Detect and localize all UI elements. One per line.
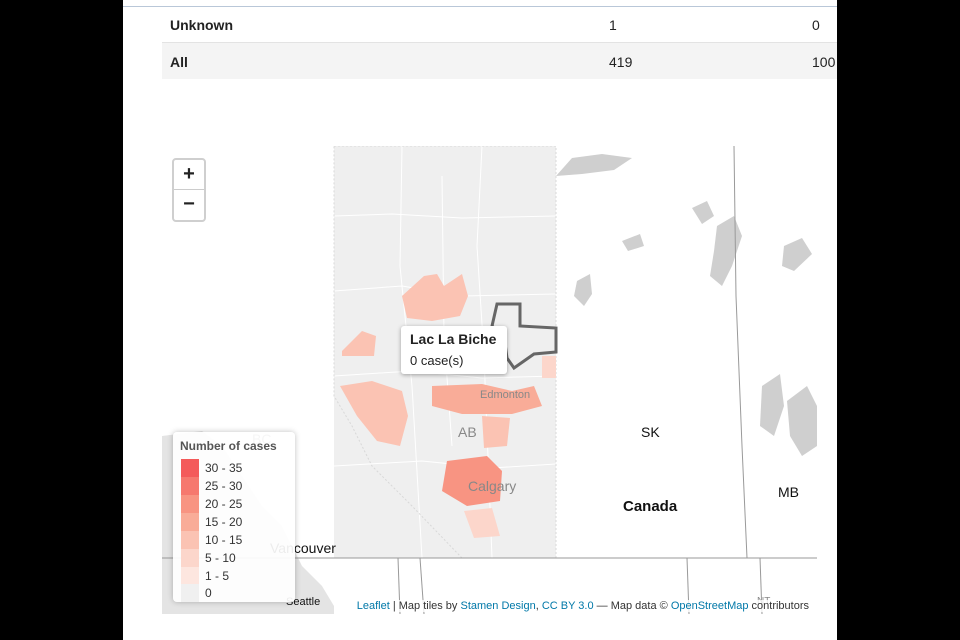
stamen-link[interactable]: Stamen Design	[460, 600, 536, 612]
attribution-text: ,	[535, 600, 542, 612]
region-calgary[interactable]	[442, 456, 502, 506]
zoom-out-button[interactable]: −	[183, 193, 195, 215]
case-regions[interactable]	[340, 274, 556, 538]
label-sk: SK	[641, 424, 660, 440]
legend-title: Number of cases	[180, 439, 277, 453]
legend-swatch	[181, 495, 199, 513]
tooltip-body: 0 case(s)	[410, 353, 464, 368]
region-northwest[interactable]	[342, 331, 376, 356]
region-west-central[interactable]	[340, 381, 408, 446]
alberta-border	[333, 146, 557, 559]
attribution-text: — Map data ©	[593, 600, 671, 612]
table-row: Unknown 1 0	[162, 6, 837, 43]
zoom-control: + −	[172, 158, 206, 222]
label-calgary: Calgary	[468, 478, 517, 494]
legend-item: 20 - 25	[181, 495, 291, 513]
row-label: All	[170, 54, 188, 70]
top-divider	[123, 6, 837, 7]
map-attribution: Leaflet | Map tiles by Stamen Design, CC…	[354, 600, 811, 612]
legend-item: 1 - 5	[181, 567, 291, 585]
row-percent: 0	[812, 17, 820, 33]
legend-item: 25 - 30	[181, 477, 291, 495]
region-east[interactable]	[542, 356, 556, 378]
legend-swatch	[181, 584, 199, 602]
legend: Number of cases 30 - 35 25 - 30 20 - 25 …	[173, 432, 295, 602]
legend-swatch	[181, 567, 199, 585]
legend-label: 30 - 35	[205, 461, 243, 475]
row-label: Unknown	[170, 17, 233, 33]
zoom-in-button[interactable]: +	[174, 160, 204, 190]
table-row: All 419 100	[162, 43, 837, 79]
legend-item: 5 - 10	[181, 549, 291, 567]
legend-item: 15 - 20	[181, 513, 291, 531]
cases-table: Unknown 1 0 All 419 100	[162, 6, 837, 79]
region-south[interactable]	[464, 508, 500, 538]
region-tooltip: Lac La Biche 0 case(s)	[401, 326, 507, 374]
legend-swatch	[181, 549, 199, 567]
label-mb: MB	[778, 484, 799, 500]
osm-link[interactable]: OpenStreetMap	[670, 600, 749, 612]
label-edmonton: Edmonton	[480, 389, 531, 401]
label-ab: AB	[458, 424, 477, 440]
row-cases: 419	[609, 54, 633, 70]
legend-label: 15 - 20	[205, 515, 243, 529]
legend-swatch	[181, 459, 199, 477]
legend-label: 10 - 15	[205, 533, 243, 547]
legend-label: 25 - 30	[205, 479, 243, 493]
tooltip-title: Lac La Biche	[410, 331, 497, 347]
legend-label: 0	[205, 586, 212, 600]
page: Unknown 1 0 All 419 100	[123, 0, 837, 640]
region-edmonton[interactable]	[432, 384, 542, 414]
row-cases: 1	[609, 17, 617, 33]
legend-swatch	[181, 477, 199, 495]
region-north[interactable]	[402, 274, 468, 321]
ccby-link[interactable]: CC BY 3.0	[541, 600, 594, 612]
legend-swatch	[181, 531, 199, 549]
legend-item: 10 - 15	[181, 531, 291, 549]
legend-item: 30 - 35	[181, 459, 291, 477]
attribution-text: | Map tiles by	[389, 600, 461, 612]
legend-item: 0	[181, 584, 291, 602]
region-east-central[interactable]	[482, 416, 510, 448]
legend-label: 1 - 5	[205, 569, 230, 583]
legend-swatch	[181, 513, 199, 531]
leaflet-link[interactable]: Leaflet	[356, 600, 390, 612]
row-percent: 100	[812, 54, 836, 70]
lakes	[556, 154, 817, 456]
attribution-text: contributors	[748, 600, 809, 612]
legend-label: 5 - 10	[205, 551, 236, 565]
label-canada: Canada	[623, 498, 678, 515]
choropleth-map[interactable]: BC AB SK MB Canada Edmonton Calgary Vanc…	[162, 146, 817, 614]
legend-label: 20 - 25	[205, 497, 243, 511]
